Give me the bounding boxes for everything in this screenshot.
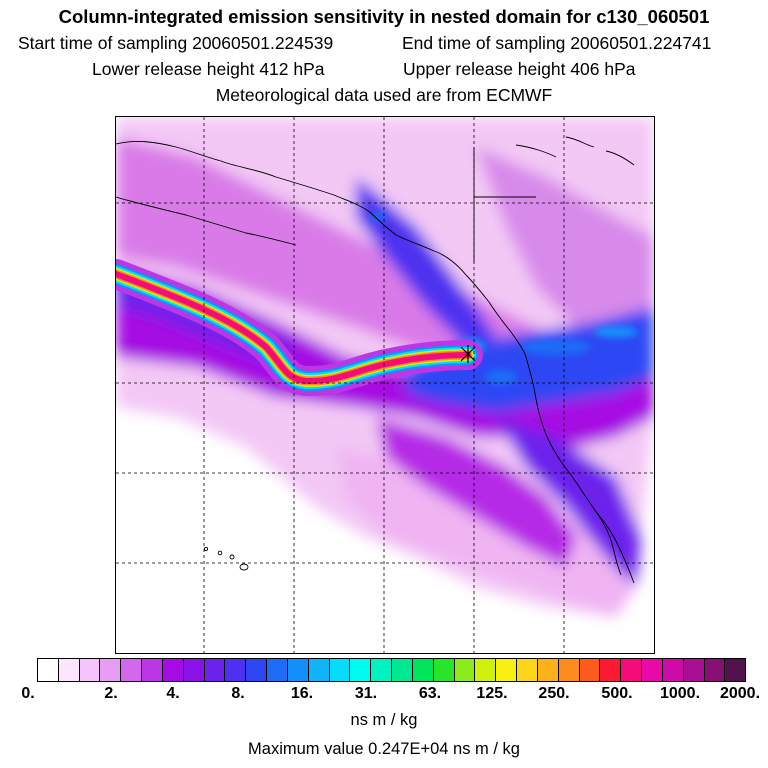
hawaii-island-4 <box>239 563 249 571</box>
colorbar-segment <box>517 659 538 681</box>
colorbar-segment <box>621 659 643 681</box>
transport-track <box>116 259 483 397</box>
hawaii-island-2 <box>217 550 223 556</box>
colorbar-segment <box>142 659 163 681</box>
southern-purple-arc <box>376 417 576 567</box>
release-point-star <box>460 345 476 363</box>
colorbar-segment <box>225 659 247 681</box>
colorbar-tick-label: 250. <box>538 685 570 702</box>
baja-coast <box>593 508 622 576</box>
colorbar-tick-label: 8. <box>231 685 245 702</box>
colorbar-tick-label: 4. <box>166 685 180 702</box>
colorbar-segment <box>496 659 518 681</box>
start-time-label: Start time of sampling 20060501.224539 <box>18 33 334 53</box>
colorbar-segment <box>433 659 455 681</box>
cyan-patches <box>370 212 638 385</box>
colorbar-segment <box>38 659 59 681</box>
max-value-label: Maximum value 0.247E+04 ns m / kg <box>248 740 520 758</box>
colorbar-tick-label: 63. <box>418 685 442 702</box>
colorbar-tick-label: 125. <box>476 685 508 702</box>
colorbar-segment <box>79 659 101 681</box>
plot-title: Column-integrated emission sensitivity i… <box>58 6 710 27</box>
colorbar-segment <box>642 659 663 681</box>
colorbar-tick-label: 0. <box>21 685 35 702</box>
colorbar-segment <box>267 659 288 681</box>
bc-coast <box>488 301 527 358</box>
colorbar-segment <box>475 659 497 681</box>
colorbar-segment <box>392 659 413 681</box>
colorbar-segment <box>287 659 309 681</box>
colorbar-segment <box>183 659 205 681</box>
map-svg <box>116 117 654 653</box>
colorbar-segment <box>350 659 372 681</box>
colorbar-unit: ns m / kg <box>350 711 418 729</box>
colorbar-segment <box>600 659 622 681</box>
met-data-label: Meteorological data used are from ECMWF <box>215 85 553 105</box>
colorbar-segment <box>371 659 393 681</box>
colorbar-segment <box>579 659 601 681</box>
colorbar-segment <box>412 659 434 681</box>
colorbar-segment <box>537 659 559 681</box>
aleutian-chain <box>116 196 297 246</box>
northern-islands <box>515 136 635 166</box>
us-west-coast <box>525 356 635 584</box>
hawaii-island-1 <box>203 546 209 552</box>
sensitivity-field <box>116 117 654 617</box>
southern-light-lobe <box>336 447 636 617</box>
southeast-violet-tail <box>496 417 641 587</box>
blue-core-band <box>406 307 654 412</box>
colorbar <box>37 658 746 682</box>
alaska-coast <box>116 140 490 303</box>
lower-release-label: Lower release height 412 hPa <box>92 59 325 79</box>
colorbar-segment <box>308 659 330 681</box>
grid-lines <box>116 117 654 653</box>
colorbar-segment <box>121 659 143 681</box>
sensitivity-map <box>115 116 655 654</box>
colorbar-segment <box>725 659 746 681</box>
colorbar-tick-label: 1000. <box>659 685 701 702</box>
blue-north-channel <box>356 177 496 347</box>
end-time-label: End time of sampling 20060501.224741 <box>402 33 712 53</box>
colorbar-tick-label: 31. <box>354 685 378 702</box>
colorbar-segment <box>454 659 476 681</box>
colorbar-segment <box>246 659 268 681</box>
colorbar-tick-label: 2000. <box>719 685 761 702</box>
colorbar-segment <box>683 659 705 681</box>
colorbar-segment <box>558 659 580 681</box>
colorbar-tick-label: 2. <box>104 685 118 702</box>
colorbar-segment <box>58 659 80 681</box>
colorbar-segment <box>329 659 351 681</box>
upper-release-label: Upper release height 406 hPa <box>403 59 636 79</box>
colorbar-segment <box>662 659 684 681</box>
colorbar-segment <box>100 659 122 681</box>
colorbar-tick-label: 16. <box>290 685 314 702</box>
colorbar-segment <box>162 659 184 681</box>
hawaii-island-3 <box>229 554 235 560</box>
colorbar-segment <box>704 659 726 681</box>
colorbar-segment <box>204 659 226 681</box>
colorbar-tick-label: 500. <box>601 685 633 702</box>
